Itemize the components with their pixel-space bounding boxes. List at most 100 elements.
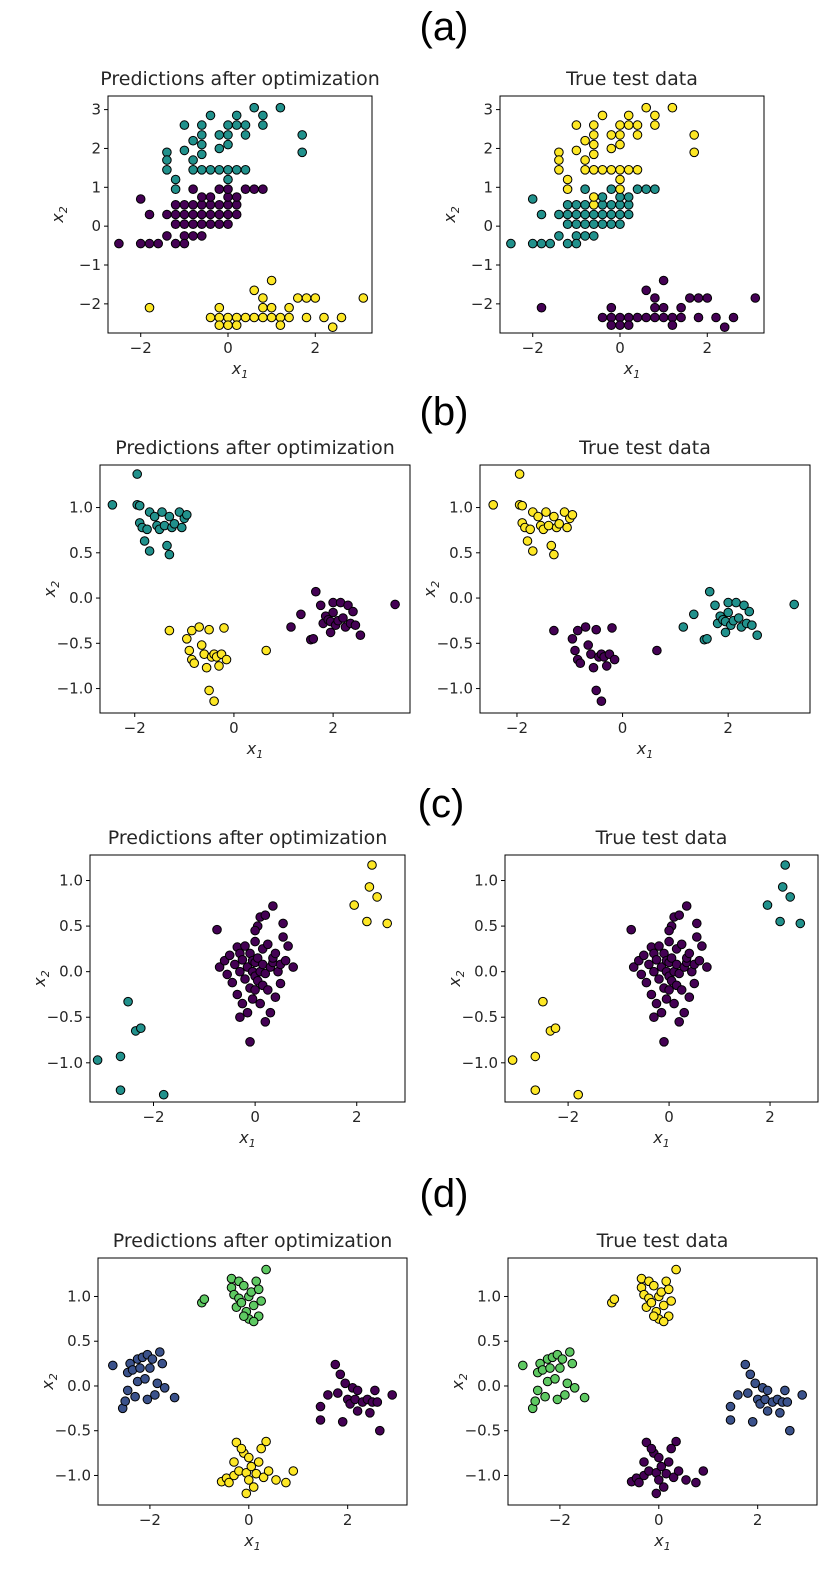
scatter-point <box>343 600 353 611</box>
scatter-point <box>536 302 547 313</box>
scatter-point <box>583 640 594 650</box>
scatter-point <box>545 1363 555 1373</box>
scatter-point <box>739 600 749 611</box>
scatter-point <box>297 130 308 140</box>
scatter-series <box>488 469 578 560</box>
scatter-point <box>664 925 674 936</box>
scatter-point <box>606 143 617 154</box>
scatter-point <box>789 599 800 610</box>
scatter-panel: True test data −2 0 2 −1.0 −0.5 0.0 0.5 1.0 x1 x2 <box>448 1230 818 1553</box>
scatter-point <box>135 194 146 204</box>
scatter-point <box>258 302 268 313</box>
scatter-point <box>601 661 612 671</box>
scatter-point <box>723 597 734 608</box>
scatter-point <box>747 1417 758 1427</box>
scatter-series <box>197 1264 271 1327</box>
y-tick-label: 0.5 <box>67 1332 91 1350</box>
scatter-point <box>710 600 720 611</box>
scatter-point <box>120 1396 130 1406</box>
scatter-point <box>169 1392 180 1403</box>
scatter-point <box>530 1051 541 1062</box>
x-tick-label: −2 <box>124 719 146 737</box>
scatter-series <box>212 901 299 1047</box>
x-tick-label: 2 <box>310 339 320 357</box>
scatter-point <box>589 139 599 150</box>
scatter-point <box>348 606 358 617</box>
scatter-point <box>632 184 643 194</box>
scatter-point <box>205 192 216 202</box>
scatter-point <box>571 209 582 220</box>
scatter-point <box>725 1401 736 1412</box>
scatter-series <box>549 622 662 707</box>
scatter-point <box>245 1037 255 1047</box>
scatter-point <box>649 966 659 977</box>
scatter-point <box>658 1316 669 1327</box>
scatter-point <box>571 200 582 210</box>
scatter-point <box>239 1311 249 1321</box>
scatter-point <box>580 622 591 632</box>
scatter-point <box>205 219 216 229</box>
scatter-point <box>240 120 251 130</box>
scatter-point <box>530 1396 541 1406</box>
scatter-point <box>260 1017 271 1027</box>
scatter-point <box>525 524 536 535</box>
scatter-point <box>571 238 582 249</box>
scatter-point <box>258 110 268 121</box>
scatter-panel: Predictions after optimization −2 0 2 −1.0 −0… <box>38 1230 408 1553</box>
scatter-point <box>283 941 293 951</box>
scatter-point <box>795 918 806 929</box>
scatter-point <box>199 1294 210 1304</box>
scatter-point <box>589 192 599 202</box>
scatter-point <box>639 950 649 961</box>
scatter-point <box>158 1089 169 1100</box>
scatter-point <box>678 622 689 632</box>
y-tick-label: 1 <box>91 178 101 196</box>
y-tick-label: −1.0 <box>47 1054 83 1072</box>
x-tick-label: 2 <box>753 1511 763 1529</box>
y-tick-label: 0 <box>91 217 101 235</box>
scatter-point <box>565 1347 575 1357</box>
scatter-point <box>543 520 554 531</box>
scatter-point <box>488 500 499 510</box>
scatter-point <box>336 312 347 323</box>
scatter-point <box>240 130 251 140</box>
scatter-series <box>626 1436 709 1499</box>
scatter-point <box>223 219 233 229</box>
y-tick-label: −0.5 <box>55 1422 91 1440</box>
x-tick-label: −2 <box>139 1511 161 1529</box>
scatter-point <box>562 1378 573 1389</box>
scatter-point <box>205 312 216 323</box>
scatter-point <box>301 312 312 323</box>
scatter-point <box>214 302 225 313</box>
y-tick-label: 0.5 <box>449 544 473 562</box>
scatter-point <box>651 998 662 1009</box>
scatter-point <box>719 322 730 333</box>
scatter-point <box>562 238 573 249</box>
x-tick-label: 0 <box>615 339 625 357</box>
scatter-point <box>152 1378 163 1389</box>
scatter-point <box>214 320 225 331</box>
scatter-point <box>315 1401 326 1412</box>
scatter-point <box>681 901 692 911</box>
scatter-point <box>673 1466 684 1476</box>
y-axis-label: x2 <box>40 581 62 598</box>
y-axis-label: x2 <box>30 970 52 987</box>
scatter-point <box>589 149 599 160</box>
y-tick-label: −0.5 <box>462 1008 498 1026</box>
scatter-point <box>201 662 212 673</box>
scatter-point <box>170 238 181 249</box>
scatter-point <box>179 209 190 220</box>
scatter-point <box>144 238 155 249</box>
scatter-point <box>636 969 647 980</box>
scatter-point <box>164 625 175 636</box>
y-tick-label: 1.0 <box>67 1287 91 1305</box>
scatter-point <box>777 882 788 892</box>
scatter-point <box>223 184 233 194</box>
x-tick-label: −2 <box>142 1108 164 1126</box>
scatter-point <box>288 962 299 972</box>
scatter-point <box>623 209 634 220</box>
scatter-point <box>711 312 721 323</box>
scatter-point <box>780 860 791 870</box>
y-tick-label: −0.5 <box>57 634 93 652</box>
chart-title: Predictions after optimization <box>113 1230 393 1252</box>
